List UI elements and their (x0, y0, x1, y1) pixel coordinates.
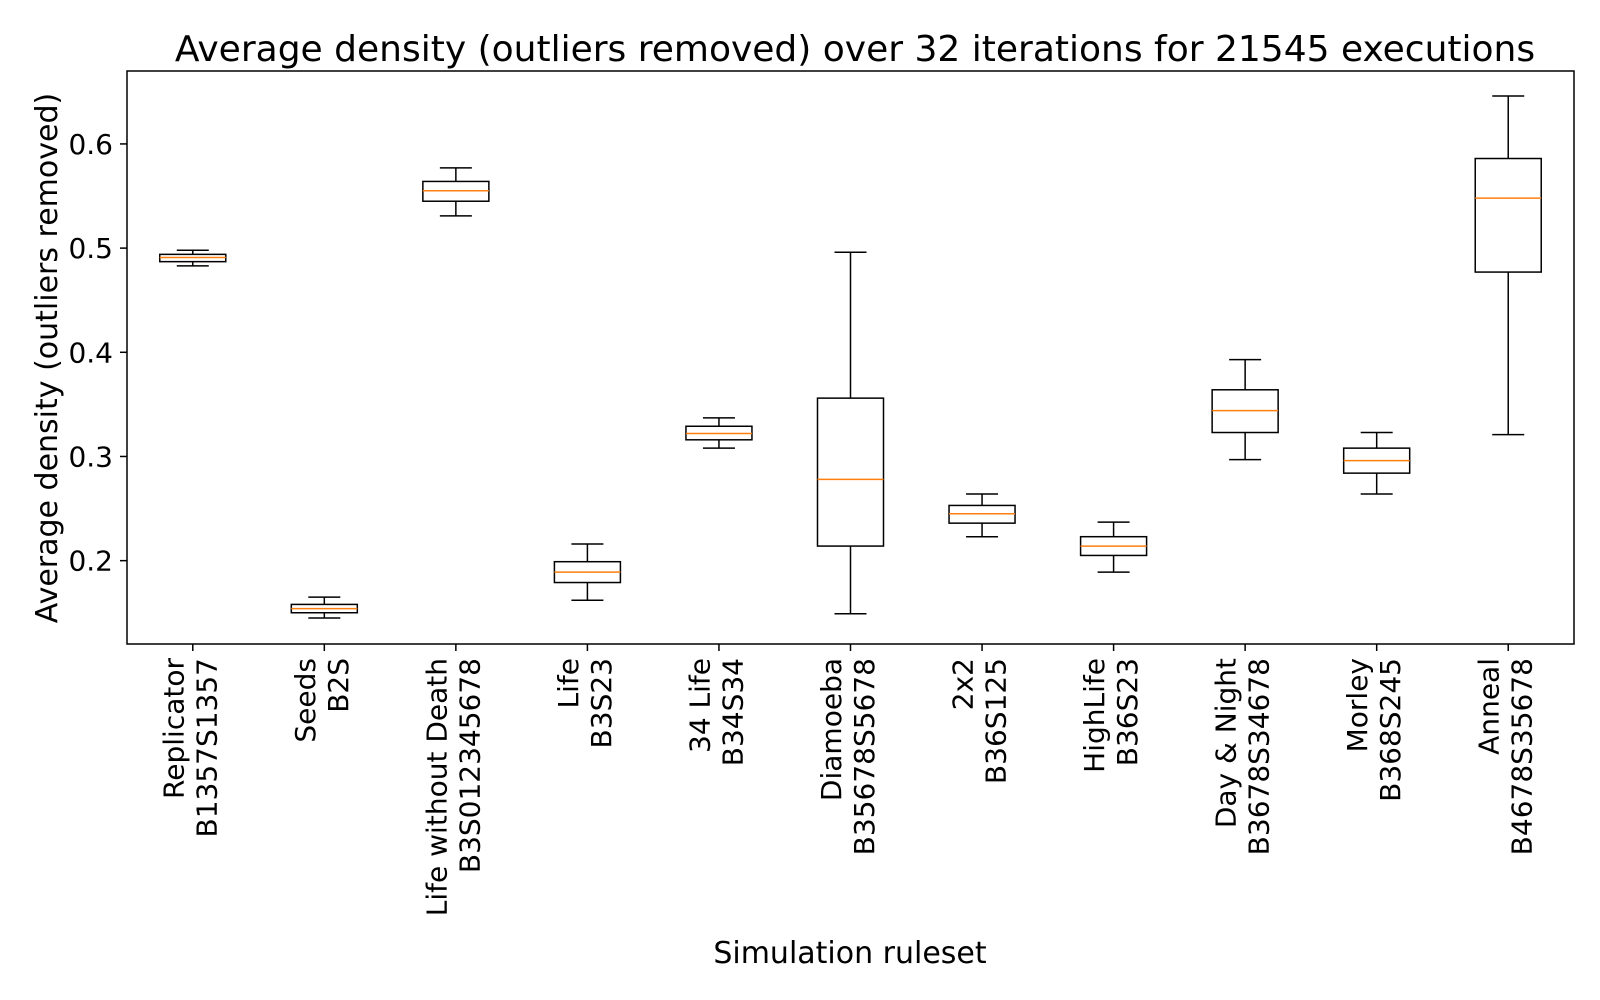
box-group (816, 251, 885, 615)
x-tick-label-line: B36S23 (1111, 658, 1144, 766)
x-tick-label: Life without DeathB3S012345678 (420, 658, 486, 916)
x-tick-label-line: Replicator (157, 658, 190, 799)
y-tick-label: 0.3 (68, 440, 113, 473)
x-tick-label: ReplicatorB1357S1357 (157, 658, 223, 838)
x-tick-label-line: B4678S35678 (1506, 658, 1539, 855)
box-group (948, 493, 1016, 538)
x-tick-label-line: B34S34 (716, 658, 749, 766)
x-tick-label-line: Life (552, 658, 585, 708)
plot-layer: 0.2 0.3 0.4 0.5 0.6 ReplicatorB1357S1357 Seeds… (68, 70, 1575, 916)
x-tick-label-line: Seeds (289, 658, 322, 743)
box-group (1211, 358, 1279, 461)
x-tick-label-line: B3678S34678 (1243, 658, 1276, 855)
box-group (553, 543, 622, 601)
x-tick-label-line: HighLife (1078, 658, 1111, 773)
x-tick-label-line: Day & Night (1210, 658, 1243, 828)
box-group (422, 167, 490, 217)
x-axis-label: Simulation ruleset (713, 936, 987, 971)
x-tick-label-line: Life without Death (420, 658, 453, 916)
x-tick-label: Day & NightB3678S34678 (1210, 658, 1276, 855)
x-tick-label-line: B3S012345678 (453, 658, 486, 873)
x-tick-label: LifeB3S23 (552, 658, 618, 748)
y-tick-label: 0.5 (68, 232, 113, 265)
x-tick-label-line: B368S245 (1374, 658, 1407, 802)
box-group (159, 249, 227, 267)
y-axis-label: Average density (outliers removed) (30, 93, 65, 623)
x-tick-label-line: B3S23 (585, 658, 618, 748)
x-tick-label-line: Anneal (1473, 658, 1506, 755)
y-tick-label: 0.6 (68, 128, 113, 161)
iqr-box (1474, 157, 1542, 273)
box-group (1079, 521, 1148, 573)
x-tick-label: 34 LifeB34S34 (683, 658, 749, 766)
x-tick-label-line: B35678S5678 (848, 658, 881, 855)
y-tick-label: 0.2 (68, 545, 113, 578)
x-tick-label: HighLifeB36S23 (1078, 658, 1144, 773)
x-tick-label: AnnealB4678S35678 (1473, 658, 1539, 855)
x-tick-label: MorleyB368S245 (1341, 658, 1407, 802)
x-tick-label-line: B2S (322, 658, 355, 713)
x-tick-label-line: 34 Life (683, 658, 716, 753)
chart-title: Average density (outliers removed) over … (175, 29, 1535, 70)
x-tick-label: SeedsB2S (289, 658, 355, 743)
box-group (685, 417, 753, 449)
y-tick-label: 0.4 (68, 336, 113, 369)
x-tick-label-line: B1357S1357 (190, 658, 223, 838)
x-tick-label: DiamoebaB35678S5678 (815, 658, 881, 855)
box-group (290, 596, 359, 619)
x-tick-label: 2x2B36S125 (947, 658, 1013, 784)
iqr-box (816, 397, 885, 547)
x-tick-label-line: Diamoeba (815, 658, 848, 801)
box-group (1342, 431, 1411, 495)
box-group (1474, 95, 1542, 436)
x-tick-label-line: 2x2 (947, 658, 980, 710)
x-tick-label-line: B36S125 (980, 658, 1013, 784)
x-tick-label-line: Morley (1341, 658, 1374, 752)
